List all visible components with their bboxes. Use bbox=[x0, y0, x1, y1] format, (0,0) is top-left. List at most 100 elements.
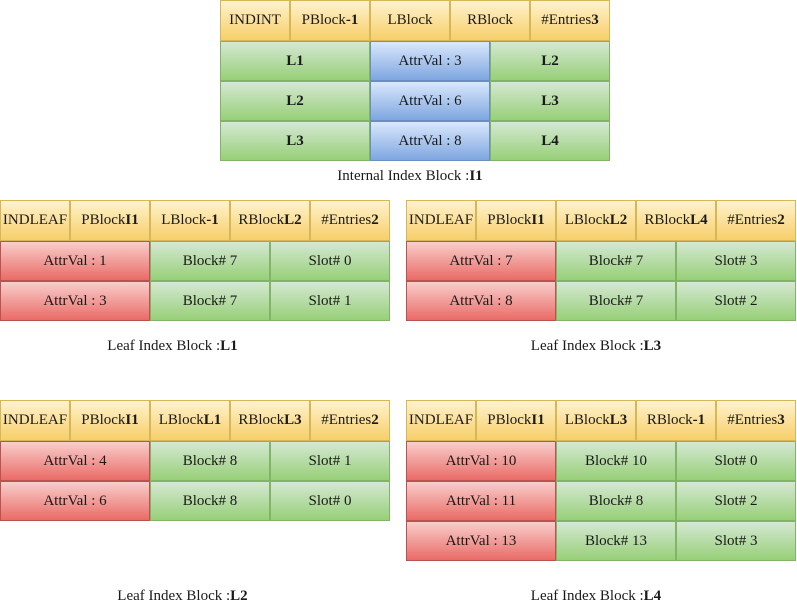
header-label: INDLEAF bbox=[408, 212, 474, 228]
header-label: LBlock bbox=[564, 212, 610, 228]
block-caption: Leaf Index Block : L1 bbox=[0, 335, 345, 357]
attrval-cell: AttrVal : 7 bbox=[406, 241, 556, 281]
block-num-cell: Block# 7 bbox=[556, 241, 676, 281]
header-value: 3 bbox=[591, 12, 599, 28]
header-label: LBlock bbox=[161, 212, 207, 228]
lblock-cell: LBlock L1 bbox=[150, 400, 230, 441]
lblock-cell: LBlock bbox=[370, 0, 450, 41]
header-label: INDLEAF bbox=[408, 412, 474, 428]
attrval-cell: AttrVal : 10 bbox=[406, 441, 556, 481]
block-caption: Leaf Index Block : L2 bbox=[0, 585, 365, 607]
entries-cell: #Entries 3 bbox=[530, 0, 610, 41]
header-label: PBlock bbox=[487, 412, 532, 428]
rblock-cell: RBlock L3 bbox=[230, 400, 310, 441]
header-label: RBlock bbox=[644, 212, 691, 228]
attrval-cell: AttrVal : 6 bbox=[370, 81, 490, 121]
header-value: I1 bbox=[531, 212, 545, 228]
block-num-cell: Block# 7 bbox=[150, 281, 270, 321]
attrval-cell: AttrVal : 8 bbox=[406, 281, 556, 321]
header-value: 3 bbox=[777, 412, 785, 428]
attrval-cell: AttrVal : 3 bbox=[0, 281, 150, 321]
attrval-cell: AttrVal : 3 bbox=[370, 41, 490, 81]
header-value: -1 bbox=[206, 212, 219, 228]
caption-id: L1 bbox=[220, 337, 238, 354]
pblock-cell: PBlock I1 bbox=[476, 200, 556, 241]
pblock-cell: PBlock I1 bbox=[476, 400, 556, 441]
block-type-cell: INDLEAF bbox=[0, 200, 70, 241]
pblock-cell: PBlock -1 bbox=[290, 0, 370, 41]
block-num-cell: Block# 10 bbox=[556, 441, 676, 481]
header-value: L3 bbox=[609, 412, 628, 428]
lchild-cell: L3 bbox=[220, 121, 370, 161]
header-value: L2 bbox=[284, 212, 302, 228]
rchild-cell: L4 bbox=[490, 121, 610, 161]
header-label: LBlock bbox=[158, 412, 204, 428]
block-type-cell: INDLEAF bbox=[406, 200, 476, 241]
header-value: 2 bbox=[371, 412, 379, 428]
header-value: L1 bbox=[203, 412, 222, 428]
slot-num-cell: Slot# 2 bbox=[676, 481, 796, 521]
header-label: #Entries bbox=[321, 212, 372, 228]
lblock-cell: LBlock L2 bbox=[556, 200, 636, 241]
attrval-cell: AttrVal : 13 bbox=[406, 521, 556, 561]
rblock-cell: RBlock bbox=[450, 0, 530, 41]
header-label: #Entries bbox=[727, 212, 778, 228]
slot-num-cell: Slot# 1 bbox=[270, 441, 390, 481]
header-label: INDLEAF bbox=[2, 212, 68, 228]
rblock-cell: RBlock -1 bbox=[636, 400, 716, 441]
block-num-cell: Block# 13 bbox=[556, 521, 676, 561]
block-type-cell: INDLEAF bbox=[406, 400, 476, 441]
lchild-cell: L1 bbox=[220, 41, 370, 81]
pblock-cell: PBlock I1 bbox=[70, 200, 150, 241]
header-value: I1 bbox=[125, 412, 139, 428]
header-label: RBlock bbox=[238, 212, 285, 228]
rblock-cell: RBlock L2 bbox=[230, 200, 310, 241]
attrval-cell: AttrVal : 6 bbox=[0, 481, 150, 521]
block-caption: Leaf Index Block : L4 bbox=[406, 585, 786, 607]
header-label: INDINT bbox=[229, 12, 281, 28]
slot-num-cell: Slot# 3 bbox=[676, 241, 796, 281]
header-label: RBlock bbox=[467, 12, 513, 28]
block-num-cell: Block# 7 bbox=[150, 241, 270, 281]
slot-num-cell: Slot# 0 bbox=[676, 441, 796, 481]
slot-num-cell: Slot# 3 bbox=[676, 521, 796, 561]
rchild-cell: L2 bbox=[490, 41, 610, 81]
caption-id: L4 bbox=[643, 587, 662, 604]
slot-num-cell: Slot# 0 bbox=[270, 481, 390, 521]
header-value: 2 bbox=[777, 212, 785, 228]
header-value: 2 bbox=[371, 212, 379, 228]
header-value: -1 bbox=[692, 412, 706, 428]
block-type-cell: INDINT bbox=[220, 0, 290, 41]
entries-cell: #Entries 3 bbox=[716, 400, 796, 441]
header-value: L2 bbox=[609, 212, 628, 228]
slot-num-cell: Slot# 1 bbox=[270, 281, 390, 321]
caption-id: L3 bbox=[643, 337, 662, 354]
header-label: #Entries bbox=[541, 12, 592, 28]
slot-num-cell: Slot# 0 bbox=[270, 241, 390, 281]
entries-cell: #Entries 2 bbox=[716, 200, 796, 241]
caption-id: I1 bbox=[469, 167, 483, 184]
entries-cell: #Entries 2 bbox=[310, 200, 390, 241]
slot-num-cell: Slot# 2 bbox=[676, 281, 796, 321]
header-label: #Entries bbox=[727, 412, 778, 428]
block-caption: Leaf Index Block : L3 bbox=[406, 335, 786, 357]
caption-text: Leaf Index Block : bbox=[117, 587, 231, 604]
caption-text: Leaf Index Block : bbox=[530, 587, 644, 604]
header-label: PBlock bbox=[81, 412, 126, 428]
attrval-cell: AttrVal : 11 bbox=[406, 481, 556, 521]
attrval-cell: AttrVal : 4 bbox=[0, 441, 150, 481]
header-label: PBlock bbox=[487, 212, 532, 228]
attrval-cell: AttrVal : 8 bbox=[370, 121, 490, 161]
caption-text: Internal Index Block : bbox=[337, 167, 470, 184]
header-label: PBlock bbox=[81, 212, 126, 228]
header-value: I1 bbox=[125, 212, 139, 228]
block-num-cell: Block# 8 bbox=[556, 481, 676, 521]
caption-id: L2 bbox=[230, 587, 248, 604]
header-label: LBlock bbox=[564, 412, 610, 428]
pblock-cell: PBlock I1 bbox=[70, 400, 150, 441]
rblock-cell: RBlock L4 bbox=[636, 200, 716, 241]
entries-cell: #Entries 2 bbox=[310, 400, 390, 441]
caption-text: Leaf Index Block : bbox=[107, 337, 221, 354]
lchild-cell: L2 bbox=[220, 81, 370, 121]
caption-text: Leaf Index Block : bbox=[530, 337, 644, 354]
